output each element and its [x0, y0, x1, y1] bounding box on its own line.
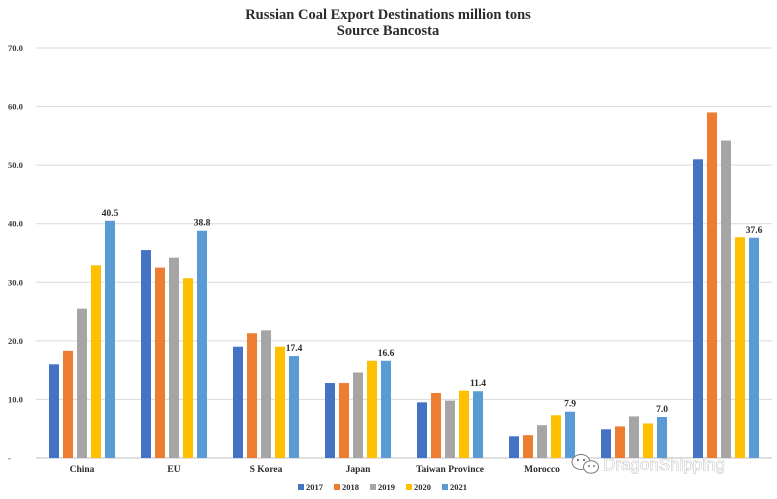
category-label: China	[70, 465, 95, 475]
y-tick-label: 10.0	[8, 394, 23, 404]
legend-swatch-2021	[442, 484, 448, 490]
bar-2017-4	[325, 383, 335, 458]
chart-title: Russian Coal Export Destinations million…	[245, 7, 531, 23]
bar-2018-1	[63, 350, 73, 458]
bar-2021-1	[105, 220, 115, 458]
data-label: 38.8	[194, 219, 211, 229]
bar-2019-6	[537, 425, 547, 458]
bar-2020-1	[91, 265, 101, 458]
legend-swatch-2019	[370, 484, 376, 490]
bar-2019-1	[77, 308, 87, 458]
bar-2017-8	[693, 159, 703, 459]
data-label: 7.0	[656, 405, 668, 415]
legend-swatch-2017	[298, 484, 304, 490]
bar-2017-3	[233, 346, 243, 458]
category-label: Taiwan Province	[416, 465, 484, 475]
bar-2020-5	[459, 390, 469, 458]
bar-2019-8	[721, 140, 731, 459]
bar-2019-4	[353, 372, 363, 458]
bar-2019-5	[445, 400, 455, 458]
data-label: 7.9	[564, 400, 576, 410]
y-tick-label: -	[8, 453, 11, 463]
bar-2021-7	[657, 417, 667, 458]
legend-label: 2021	[450, 482, 467, 492]
legend-swatch-2018	[334, 484, 340, 490]
bar-2021-6	[565, 411, 575, 458]
bar-2018-8	[707, 112, 717, 458]
legend-label: 2018	[342, 482, 359, 492]
bar-2020-3	[275, 346, 285, 458]
bars	[49, 112, 759, 459]
bar-2017-6	[509, 436, 519, 458]
bar-2021-4	[381, 360, 391, 458]
bar-2018-2	[155, 267, 165, 458]
bar-2021-8	[749, 237, 759, 458]
bar-2017-5	[417, 402, 427, 458]
bar-2020-6	[551, 415, 561, 458]
bar-2019-7	[629, 416, 639, 458]
y-tick-label: 40.0	[8, 219, 23, 229]
bar-2018-4	[339, 383, 349, 458]
chart-subtitle: Source Bancosta	[337, 23, 440, 39]
legend-label: 2019	[378, 482, 395, 492]
category-label: EU	[167, 465, 180, 475]
category-label: Japan	[346, 465, 372, 475]
wechat-icon	[571, 454, 599, 474]
data-labels: 40.5 38.8 17.4 16.6 11.4 7.9 7.0 37.6	[102, 209, 763, 415]
y-tick-label: 30.0	[8, 277, 23, 287]
bar-2021-5	[473, 391, 483, 458]
y-tick-label: 60.0	[8, 102, 23, 112]
bar-2020-7	[643, 423, 653, 458]
bar-2018-3	[247, 333, 257, 458]
bar-2017-7	[601, 429, 611, 458]
y-axis-ticks: - 10.0 20.0 30.0 40.0 50.0 60.0 70.0	[8, 43, 23, 463]
data-label: 11.4	[470, 379, 486, 389]
bar-2021-3	[289, 356, 299, 458]
watermark: DragonShipping	[571, 454, 725, 474]
bar-2020-4	[367, 360, 377, 458]
bar-2019-2	[169, 257, 179, 458]
data-label: 40.5	[102, 209, 119, 219]
data-label: 16.6	[378, 349, 395, 359]
y-tick-label: 70.0	[8, 43, 23, 53]
bar-2017-2	[141, 250, 151, 458]
legend-label: 2017	[306, 482, 324, 492]
legend-swatch-2020	[406, 484, 412, 490]
bar-2018-6	[523, 435, 533, 458]
category-labels: China EU S Korea Japan Taiwan Province Morocc…	[70, 465, 561, 475]
bar-2021-2	[197, 230, 207, 458]
y-tick-label: 20.0	[8, 336, 23, 346]
watermark-text: DragonShipping	[603, 455, 725, 474]
category-label: Morocco	[524, 465, 560, 475]
data-label: 37.6	[746, 226, 763, 236]
data-label: 17.4	[286, 344, 303, 354]
legend-label: 2020	[414, 482, 431, 492]
y-tick-label: 50.0	[8, 160, 23, 170]
bar-2020-2	[183, 278, 193, 458]
bar-2018-7	[615, 426, 625, 458]
bar-2017-1	[49, 364, 59, 458]
legend: 2017 2018 2019 2020 2021	[298, 482, 467, 492]
bar-2020-8	[735, 237, 745, 458]
category-label: S Korea	[250, 465, 283, 475]
bar-2019-3	[261, 330, 271, 458]
bar-2018-5	[431, 392, 441, 458]
